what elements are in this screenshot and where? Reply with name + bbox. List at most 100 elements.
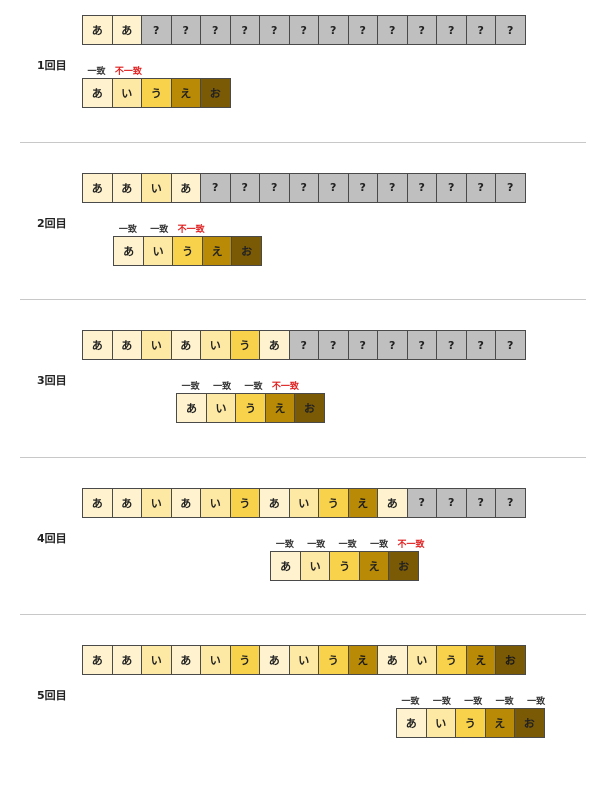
- round-section: 3回目ああいあいうあ???????? 一致 一致 一致 不一致あいうえお: [0, 315, 611, 472]
- text-cell: い: [141, 172, 172, 203]
- pattern-cell: え: [484, 708, 515, 738]
- text-cell: あ: [170, 172, 201, 203]
- unknown-cell: ?: [318, 15, 349, 45]
- pattern-cell: う: [329, 550, 360, 581]
- text-cell: あ: [82, 330, 113, 360]
- unknown-cell: ?: [347, 172, 378, 203]
- pattern-cell: う: [455, 708, 486, 738]
- text-cell: い: [200, 487, 231, 518]
- unknown-cell: ?: [465, 487, 496, 518]
- round-section: 2回目ああいあ??????????? 一致 一致 不一致あいうえお: [0, 158, 611, 315]
- match-label: 一致: [495, 697, 514, 707]
- mismatch-label: 不一致: [397, 539, 425, 550]
- match-label: 一致: [338, 539, 357, 550]
- pattern-cell: い: [299, 550, 331, 581]
- section-divider: [20, 299, 586, 300]
- pattern-strip: あいうえお: [270, 550, 419, 581]
- unknown-cell: ?: [406, 15, 437, 45]
- pattern-cell: お: [294, 393, 325, 423]
- unknown-cell: ?: [200, 15, 231, 45]
- unknown-cell: ?: [229, 172, 260, 203]
- match-label: 一致: [401, 697, 420, 707]
- text-cell: い: [200, 645, 231, 675]
- mismatch-label: 不一致: [271, 382, 299, 392]
- text-cell: あ: [377, 645, 408, 675]
- unknown-cell: ?: [229, 15, 260, 45]
- text-cell: あ: [377, 487, 408, 518]
- pattern-cell: お: [514, 708, 545, 738]
- match-label: 一致: [307, 539, 326, 550]
- match-label: 一致: [87, 67, 106, 77]
- text-cell: い: [141, 330, 172, 360]
- text-cell: う: [318, 645, 349, 675]
- unknown-cell: ?: [465, 172, 496, 203]
- round-title: 5回目: [37, 689, 67, 702]
- pattern-cell: あ: [176, 393, 207, 423]
- unknown-cell: ?: [465, 330, 496, 360]
- round-section: 5回目ああいあいうあいうえあいうえお一致 一致 一致 一致 一致あいうえお: [0, 630, 611, 787]
- text-cell: あ: [111, 15, 142, 45]
- text-cell: あ: [259, 645, 290, 675]
- match-label: 一致: [150, 224, 169, 235]
- pattern-cell: え: [170, 78, 201, 108]
- text-cell: う: [229, 330, 260, 360]
- unknown-cell: ?: [495, 172, 526, 203]
- text-cell: う: [229, 645, 260, 675]
- unknown-cell: ?: [259, 172, 290, 203]
- unknown-cell: ?: [288, 172, 319, 203]
- unknown-cell: ?: [495, 487, 526, 518]
- mismatch-label: 不一致: [114, 67, 142, 77]
- unknown-cell: ?: [347, 15, 378, 45]
- text-cell: あ: [259, 330, 290, 360]
- unknown-cell: ?: [406, 172, 437, 203]
- text-cell: い: [288, 487, 319, 518]
- unknown-cell: ?: [377, 15, 408, 45]
- pattern-cell: お: [231, 235, 262, 266]
- text-cell: う: [318, 487, 349, 518]
- text-cell: あ: [259, 487, 290, 518]
- pattern-cell: い: [111, 78, 142, 108]
- unknown-cell: ?: [141, 15, 172, 45]
- text-cell: う: [436, 645, 467, 675]
- unknown-cell: ?: [436, 487, 467, 518]
- pattern-cell: い: [142, 235, 174, 266]
- text-strip: ああいあいうあいうえあ????: [82, 487, 526, 518]
- unknown-cell: ?: [495, 15, 526, 45]
- unknown-cell: ?: [436, 330, 467, 360]
- round-section: 4回目ああいあいうあいうえあ???? 一致 一致 一致 一致 不一致あいうえお: [0, 473, 611, 630]
- text-cell: あ: [111, 330, 142, 360]
- text-cell: え: [465, 645, 496, 675]
- text-cell: あ: [170, 487, 201, 518]
- text-cell: あ: [82, 487, 113, 518]
- unknown-cell: ?: [377, 172, 408, 203]
- unknown-cell: ?: [406, 487, 437, 518]
- text-cell: あ: [82, 645, 113, 675]
- text-cell: え: [347, 487, 378, 518]
- round-title: 1回目: [37, 59, 67, 72]
- pattern-cell: え: [201, 235, 233, 266]
- text-cell: あ: [82, 172, 113, 203]
- round-title: 3回目: [37, 374, 67, 387]
- match-label: 一致: [181, 382, 200, 392]
- unknown-cell: ?: [259, 15, 290, 45]
- pattern-strip: あいうえお: [176, 393, 325, 423]
- round-section: 1回目ああ????????????? 一致 不一致あいうえお: [0, 0, 611, 157]
- pattern-cell: え: [358, 550, 390, 581]
- pattern-cell: あ: [270, 550, 301, 581]
- pattern-cell: う: [172, 235, 203, 266]
- unknown-cell: ?: [406, 330, 437, 360]
- section-divider: [20, 456, 586, 458]
- match-label: 一致: [432, 697, 451, 707]
- pattern-cell: お: [200, 78, 231, 108]
- section-divider: [20, 141, 586, 143]
- match-label: 一致: [370, 539, 389, 550]
- pattern-cell: あ: [82, 78, 113, 108]
- text-cell: あ: [111, 172, 142, 203]
- text-cell: う: [229, 487, 260, 518]
- match-label: 一致: [527, 697, 546, 707]
- pattern-strip: あいうえお: [396, 708, 545, 738]
- text-strip: ああいあ???????????: [82, 172, 526, 203]
- round-title: 2回目: [37, 216, 67, 230]
- unknown-cell: ?: [318, 172, 349, 203]
- unknown-cell: ?: [495, 330, 526, 360]
